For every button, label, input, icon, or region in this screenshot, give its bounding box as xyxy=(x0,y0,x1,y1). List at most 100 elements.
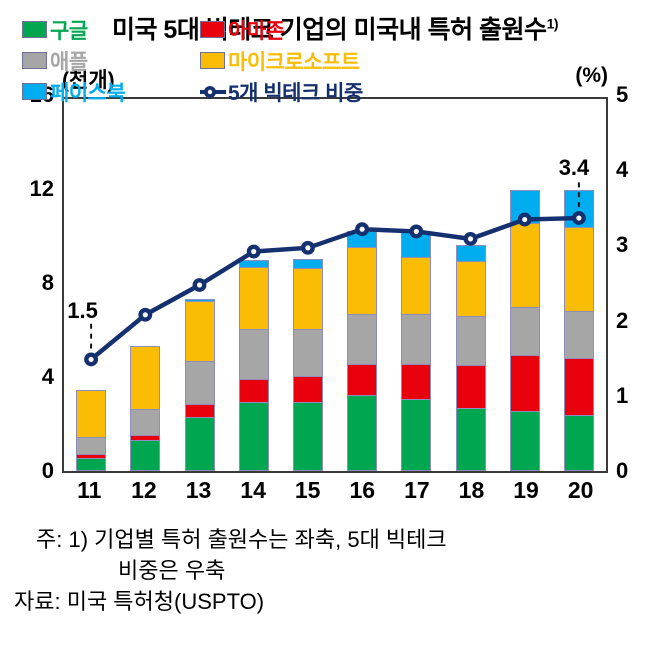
bar-segment-아마존-20 xyxy=(563,358,594,416)
x-tick-18: 18 xyxy=(458,477,485,503)
x-axis-ticks: 11 12 13 14 15 16 17 18 19 20 xyxy=(62,477,608,510)
bar-segment-아마존-17 xyxy=(401,363,432,401)
stacked-bar-16[interactable] xyxy=(347,230,378,471)
legend-item-아마존[interactable]: 아마존 xyxy=(200,15,285,45)
bar-slot-18 xyxy=(443,99,497,471)
bar-slot-13 xyxy=(172,99,226,471)
bar-segment-마이크로소프트-20 xyxy=(563,227,594,312)
bar-segment-아마존-15 xyxy=(292,375,323,403)
stacked-bar-18[interactable] xyxy=(455,244,486,471)
y-tick-right-4: 4 xyxy=(616,157,629,183)
footnotes: 주: 1) 기업별 특허 출원수는 좌축, 5대 빅테크 비중은 우축 자료: … xyxy=(0,524,670,618)
x-tick-13: 13 xyxy=(185,477,212,503)
bar-segment-마이크로소프트-17 xyxy=(401,256,432,316)
title-superscript: 1) xyxy=(546,15,559,32)
bar-slot-17 xyxy=(389,99,443,471)
legend-label-페이스북: 페이스북 xyxy=(50,81,126,105)
bar-segment-아마존-13 xyxy=(184,403,215,418)
x-tick-15: 15 xyxy=(294,477,321,503)
bar-segment-아마존-14 xyxy=(238,379,269,403)
bar-segment-마이크로소프트-15 xyxy=(292,268,323,330)
stacked-bar-15[interactable] xyxy=(292,258,323,471)
stacked-bar-17[interactable] xyxy=(401,230,432,471)
bar-slot-14 xyxy=(227,99,281,471)
legend-row: 페이스북 5개 빅테크 비중 xyxy=(22,76,452,107)
x-tick-12: 12 xyxy=(131,477,157,503)
y-tick-right-1: 1 xyxy=(616,382,629,408)
y-tick-right-3: 3 xyxy=(616,232,629,258)
x-tick-14: 14 xyxy=(240,477,266,503)
bar-segment-구글-11 xyxy=(76,458,107,471)
y-tick-right-5: 5 xyxy=(616,82,629,107)
footnote-source: 자료: 미국 특허청(USPTO) xyxy=(14,589,265,615)
legend-item-애플[interactable]: 애플 xyxy=(22,46,200,76)
x-tick-20: 20 xyxy=(567,477,594,503)
bar-segment-마이크로소프트-13 xyxy=(184,301,215,363)
x-tick-11: 11 xyxy=(77,477,102,503)
bar-segment-애플-20 xyxy=(563,310,594,360)
footnote-note-line1: 주: 1) 기업별 특허 출원수는 좌축, 5대 빅테크 xyxy=(36,527,447,552)
legend-swatch-애플 xyxy=(22,52,47,69)
legend-swatch-아마존 xyxy=(200,21,225,38)
legend-item-마이크로소프트[interactable]: 마이크로소프트 xyxy=(200,46,360,76)
bar-slot-11 xyxy=(64,99,118,471)
bar-segment-마이크로소프트-11 xyxy=(76,390,107,439)
stacked-bar-12[interactable] xyxy=(130,346,161,471)
stacked-bar-11[interactable] xyxy=(76,390,107,471)
x-tick-19: 19 xyxy=(513,477,539,503)
bar-segment-애플-16 xyxy=(347,314,378,365)
bar-segment-구글-19 xyxy=(509,411,540,471)
y-tick-right-2: 2 xyxy=(616,307,629,333)
legend-swatch-구글 xyxy=(22,21,47,38)
bar-segment-아마존-18 xyxy=(455,365,486,409)
legend-item-구글[interactable]: 구글 xyxy=(22,15,200,45)
page-title: 미국 5대 빅테크 기업의 미국내 특허 출원수1) xyxy=(0,10,670,46)
legend-label-구글: 구글 xyxy=(50,19,88,43)
x-tick-17: 17 xyxy=(404,477,430,503)
right-axis-unit: (%) xyxy=(575,64,608,87)
bar-segment-애플-11 xyxy=(76,437,107,455)
legend-row: 애플 마이크로소프트 xyxy=(22,45,452,76)
bar-segment-애플-13 xyxy=(184,361,215,405)
stacked-bar-19[interactable] xyxy=(509,189,540,471)
legend-swatch-마이크로소프트 xyxy=(200,52,225,69)
bar-segment-페이스북-18 xyxy=(455,244,486,263)
bar-segment-구글-15 xyxy=(292,401,323,471)
bar-segment-애플-15 xyxy=(292,328,323,377)
legend-line-marker-icon xyxy=(200,84,226,100)
bar-segment-마이크로소프트-19 xyxy=(509,222,540,309)
bar-segment-구글-12 xyxy=(130,440,161,471)
bar-segment-애플-19 xyxy=(509,307,540,356)
bar-segment-페이스북-17 xyxy=(401,230,432,258)
legend-label-아마존: 아마존 xyxy=(228,19,285,43)
bar-segment-구글-16 xyxy=(347,394,378,471)
footnote-note-line2: 비중은 우축 xyxy=(118,558,226,584)
legend-label-애플: 애플 xyxy=(50,50,88,74)
y-tick-left-12: 12 xyxy=(29,176,54,201)
stacked-bar-13[interactable] xyxy=(184,298,215,471)
bar-slot-19 xyxy=(498,99,552,471)
annotation-1.5: 1.5 xyxy=(67,298,98,324)
bar-slot-16 xyxy=(335,99,389,471)
stacked-bar-14[interactable] xyxy=(238,260,269,471)
bar-segment-구글-18 xyxy=(455,407,486,471)
bar-segment-마이크로소프트-18 xyxy=(455,261,486,317)
bar-segment-구글-20 xyxy=(563,414,594,471)
bar-segment-페이스북-19 xyxy=(509,189,540,224)
annotation-3.4: 3.4 xyxy=(558,155,590,181)
bar-segment-구글-17 xyxy=(401,399,432,471)
bar-segment-마이크로소프트-14 xyxy=(238,267,269,330)
bars-layer xyxy=(64,99,606,471)
legend-label-5개 빅테크 비중: 5개 빅테크 비중 xyxy=(228,81,363,105)
bar-segment-애플-17 xyxy=(401,314,432,365)
legend-item-페이스북[interactable]: 페이스북 xyxy=(22,77,200,107)
legend-item-5개 빅테크 비중[interactable]: 5개 빅테크 비중 xyxy=(200,77,363,107)
bar-segment-마이크로소프트-16 xyxy=(347,247,378,316)
y-tick-right-0: 0 xyxy=(616,458,629,483)
stacked-bar-20[interactable] xyxy=(563,189,594,471)
y-tick-left-8: 8 xyxy=(41,270,54,295)
plot-area xyxy=(62,97,608,473)
bar-segment-마이크로소프트-12 xyxy=(130,346,161,410)
bar-segment-페이스북-20 xyxy=(563,189,594,229)
